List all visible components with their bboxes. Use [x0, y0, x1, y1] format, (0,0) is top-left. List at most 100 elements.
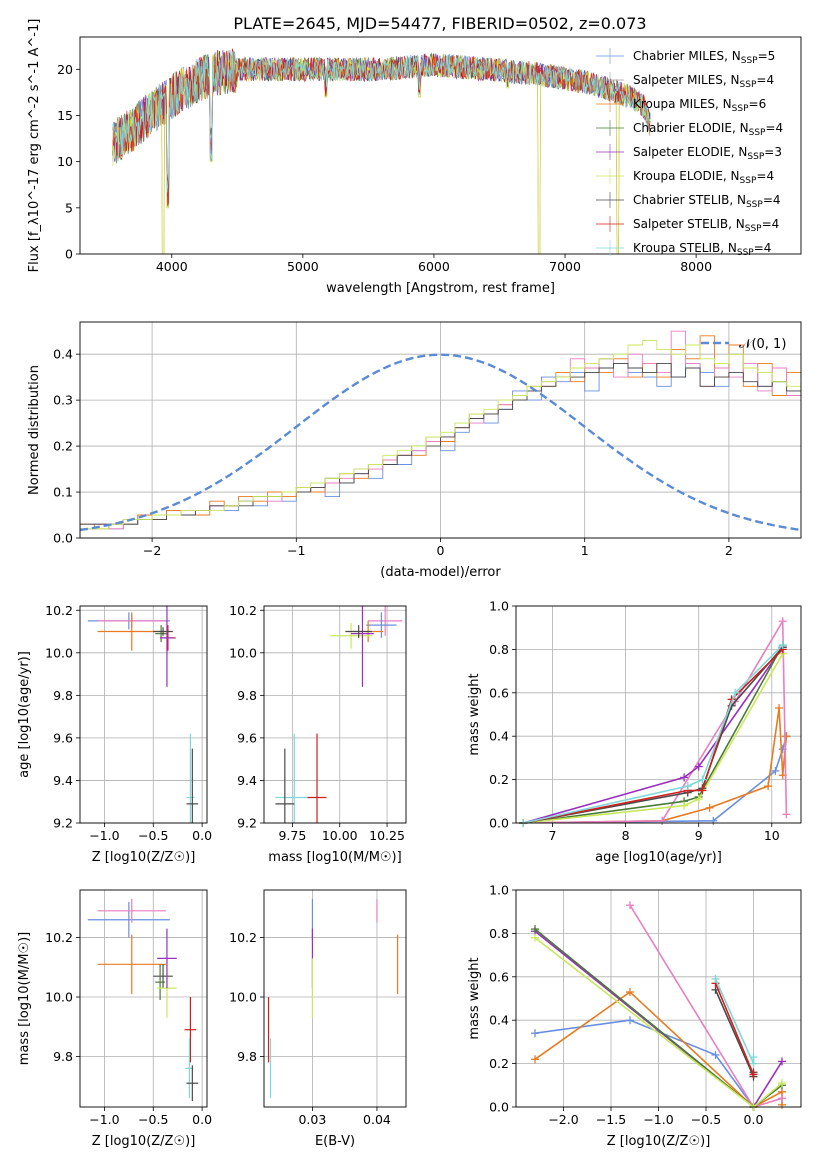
y-axis-label: mass weight [467, 957, 482, 1039]
panel-spectrum: 4000 5000 6000 7000 8000 0 5 10 15 20 wavelength [… [27, 19, 802, 296]
x-axis-label: mass [log10(M/M☉)] [268, 850, 401, 865]
weight-series-line [523, 646, 784, 823]
axes-frame [79, 605, 208, 824]
legend-label-tail: =3 [764, 145, 782, 159]
legend-label: Chabrier MILES, NSSP=5 [633, 49, 775, 66]
y-tick-label: 0.0 [53, 531, 73, 546]
weight-series-line [714, 978, 755, 1064]
legend-label-sub: SSP [732, 104, 749, 114]
legend-label-tail: =4 [765, 121, 783, 135]
axes-frame [79, 36, 802, 255]
panel-mass_vs_EBV: 0.03 0.04 9.8 10.0 10.2 E(B-V) [229, 889, 407, 1149]
axes-frame [79, 321, 802, 539]
y-tick-label: 0 [65, 247, 73, 262]
x-axis-label: age [log10(age/yr)] [595, 850, 722, 865]
y-axis-label: age [log10(age/yr)] [17, 651, 32, 778]
x-tick-label: −0.5 [138, 828, 168, 843]
y-tick-label: 9.8 [237, 1049, 257, 1064]
x-tick-label: 4000 [156, 259, 188, 274]
panel-weight_vs_age: 7 8 9 10 0.0 0.2 0.4 0.6 0.8 1.0 age [log10(age/yr… [467, 599, 802, 865]
y-tick-label: 20 [57, 62, 73, 77]
weight-series-line [534, 1019, 755, 1107]
x-tick-label: 6000 [418, 259, 450, 274]
y-tick-label: 0.4 [489, 729, 509, 744]
y-tick-label: 10.2 [229, 603, 257, 618]
legend-label-tail: =4 [762, 217, 780, 231]
legend-label-sub: SSP [746, 200, 763, 210]
axes-frame [263, 605, 407, 824]
legend-label-tail: =4 [756, 169, 774, 183]
legend-label: 𝒩(0, 1) [739, 337, 786, 352]
weight-series-line [523, 653, 784, 823]
y-tick-label: 5 [65, 200, 73, 215]
legend-label: Chabrier ELODIE, NSSP=4 [633, 121, 783, 138]
spectrum-line [112, 51, 651, 193]
y-tick-label: 1.0 [489, 883, 509, 898]
panel-mass_vs_Z: −1.0 −0.5 0.0 9.8 10.0 10.2 Z [log10(Z/Z☉)] mas… [17, 889, 212, 1149]
y-tick-label: 9.8 [53, 688, 73, 703]
y-axis-label: mass [log10(M/M☉)] [17, 932, 32, 1065]
y-tick-label: 0.3 [53, 393, 73, 408]
legend-label-tail: =6 [749, 97, 767, 111]
y-tick-label: 9.4 [53, 773, 73, 788]
x-tick-label: 0.03 [298, 1112, 326, 1127]
y-axis-label: Normed distribution [27, 365, 42, 495]
panel-residual_hist: −2 −1 0 1 2 0.0 0.1 0.2 0.3 0.4 (data-model)/error… [27, 321, 802, 580]
legend-label-main: Kroupa STELIB, N [633, 241, 737, 255]
y-tick-label: 0.6 [489, 969, 509, 984]
y-tick-label: 1.0 [489, 599, 509, 614]
y-tick-label: 0.4 [489, 1013, 509, 1028]
legend-label-main: Salpeter MILES, N [633, 73, 740, 87]
legend-label-main: Kroupa MILES, N [633, 97, 732, 111]
x-tick-label: 9.75 [278, 828, 306, 843]
legend-label-sub: SSP [737, 248, 754, 258]
x-tick-label: −2.0 [548, 1112, 578, 1127]
weight-series-line [714, 982, 755, 1075]
y-tick-label: 0.2 [53, 439, 73, 454]
y-tick-label: 9.6 [237, 730, 257, 745]
x-tick-label: −1.5 [596, 1112, 626, 1127]
weight-series-line [629, 904, 783, 1107]
axes-frame [79, 889, 208, 1108]
legend-label-main: Chabrier STELIB, N [633, 193, 746, 207]
x-tick-label: 2 [725, 543, 733, 558]
x-tick-label: 0 [437, 543, 445, 558]
x-tick-label: 10.25 [369, 828, 405, 843]
legend-label: Kroupa MILES, NSSP=6 [633, 97, 766, 114]
axes-frame [263, 889, 407, 1108]
legend-label: Salpeter ELODIE, NSSP=3 [633, 145, 782, 162]
weight-series-line [534, 930, 783, 1107]
legend-label-tail: =4 [756, 73, 774, 87]
legend-label-sub: SSP [745, 224, 762, 234]
y-tick-label: 9.4 [237, 773, 257, 788]
legend-label-main: Salpeter STELIB, N [633, 217, 745, 231]
y-tick-label: 9.2 [237, 816, 257, 831]
weight-series-line [534, 937, 783, 1107]
x-tick-label: 10.00 [322, 828, 358, 843]
legend-label-main: Salpeter ELODIE, N [633, 145, 747, 159]
y-tick-label: 10.0 [229, 990, 257, 1005]
legend-label-sub: SSP [741, 56, 758, 66]
y-tick-label: 10.0 [45, 645, 73, 660]
legend-label-tail: =5 [758, 49, 776, 63]
x-tick-label: 5000 [287, 259, 319, 274]
legend-label-sub: SSP [747, 152, 764, 162]
histogram-series [80, 362, 801, 538]
legend-label-main: Kroupa ELODIE, N [633, 169, 740, 183]
y-tick-label: 0.0 [489, 816, 509, 831]
legend-label: Kroupa STELIB, NSSP=4 [633, 241, 771, 258]
weight-series-line [534, 928, 783, 1107]
axes-frame [515, 889, 802, 1108]
x-tick-label: 10 [764, 828, 780, 843]
panel-age_vs_Z: −1.0 −0.5 0.0 9.2 9.4 9.6 9.8 10.0 10.2 Z [log10(… [17, 603, 212, 865]
x-tick-label: −0.5 [138, 1112, 168, 1127]
x-tick-label: 0.0 [744, 1112, 764, 1127]
x-tick-label: −1.0 [643, 1112, 673, 1127]
y-tick-label: 0.2 [489, 772, 509, 787]
x-axis-label: wavelength [Angstrom, rest frame] [326, 281, 555, 296]
x-axis-label: E(B-V) [315, 1134, 355, 1149]
panel-age_vs_mass: 9.75 10.00 10.25 9.2 9.4 9.6 9.8 10.0 10.2 mass [… [229, 603, 407, 865]
x-tick-label: 0.04 [363, 1112, 391, 1127]
